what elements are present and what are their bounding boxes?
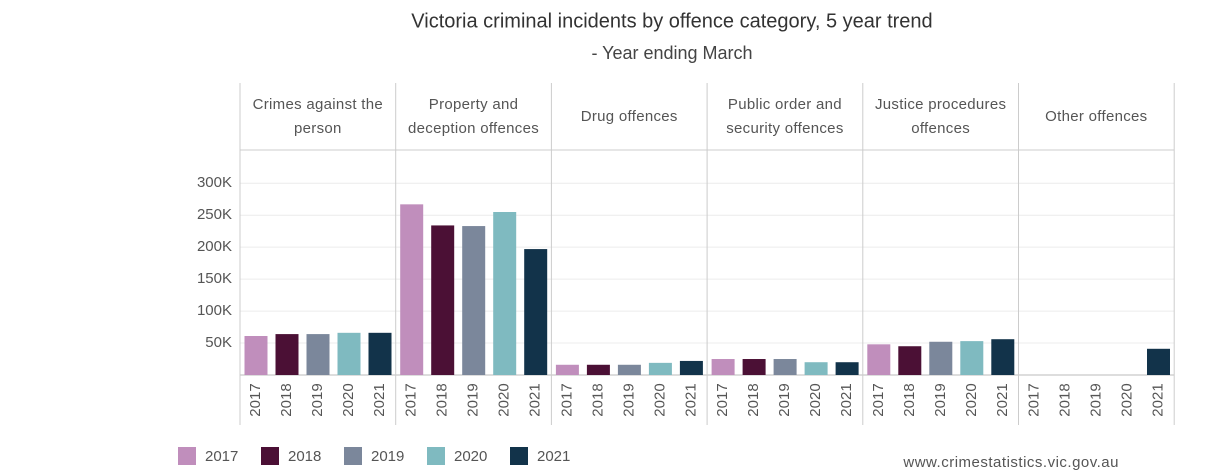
- bar: [679, 360, 703, 375]
- bar: [524, 249, 548, 375]
- panel-header: Crimes against the person: [252, 95, 384, 137]
- legend-label: 2018: [288, 448, 321, 465]
- bar: [368, 332, 392, 375]
- bar: [648, 362, 672, 375]
- source: www.crimestatistics.vic.gov.au: [902, 454, 1119, 471]
- x-tick-label: 2020: [340, 383, 357, 416]
- legend-label: 2020: [454, 448, 487, 465]
- bar: [493, 212, 517, 375]
- y-tick-label: 250K: [197, 206, 232, 223]
- bar: [555, 364, 579, 375]
- legend-swatch: [427, 447, 445, 465]
- x-tick-label: 2018: [901, 383, 918, 416]
- x-tick-label: 2018: [278, 383, 295, 416]
- x-tick-label: 2021: [682, 383, 699, 416]
- x-tick-label: 2020: [1118, 383, 1135, 416]
- x-tick-label: 2019: [309, 383, 326, 416]
- bar: [898, 346, 922, 375]
- bar: [400, 204, 424, 375]
- x-tick-label: 2017: [403, 383, 420, 416]
- x-tick-label: 2021: [994, 383, 1011, 416]
- x-tick-label: 2021: [371, 383, 388, 416]
- legend-swatch: [178, 447, 196, 465]
- x-tick-label: 2019: [465, 383, 482, 416]
- bar: [586, 364, 610, 375]
- x-tick-label: 2020: [963, 383, 980, 416]
- y-tick-label: 50K: [205, 334, 232, 351]
- panel-header: Justice procedures offences: [874, 95, 1007, 137]
- x-tick-label: 2019: [932, 383, 949, 416]
- bar: [867, 344, 891, 375]
- bar: [431, 225, 455, 375]
- y-tick-label: 100K: [197, 302, 232, 319]
- x-tick-label: 2018: [745, 383, 762, 416]
- x-tick-label: 2020: [496, 383, 513, 416]
- panel-header: Public order and security offences: [726, 95, 844, 137]
- x-tick-label: 2021: [838, 383, 855, 416]
- x-tick-label: 2021: [1149, 383, 1166, 416]
- x-tick-label: 2021: [527, 383, 544, 416]
- x-tick-label: 2019: [776, 383, 793, 416]
- bar: [275, 334, 299, 375]
- legend-swatch: [510, 447, 528, 465]
- x-tick-label: 2017: [558, 383, 575, 416]
- bar: [1147, 348, 1170, 375]
- x-tick-label: 2018: [434, 383, 451, 416]
- legend-label: 2021: [537, 448, 570, 465]
- legend-swatch: [344, 447, 362, 465]
- legend-label: 2017: [205, 448, 238, 465]
- bar: [711, 359, 735, 375]
- legend-swatch: [261, 447, 279, 465]
- x-tick-label: 2017: [870, 383, 887, 416]
- bar: [617, 364, 641, 375]
- bar: [306, 334, 330, 375]
- x-tick-label: 2017: [247, 383, 264, 416]
- bar: [742, 359, 766, 375]
- panel-header: Other offences: [1045, 107, 1148, 125]
- y-tick-label: 300K: [197, 174, 232, 191]
- x-tick-label: 2018: [589, 383, 606, 416]
- bar: [773, 359, 797, 375]
- legend-label: 2019: [371, 448, 404, 465]
- panel-header: Property and deception offences: [408, 95, 540, 137]
- y-tick-label: 150K: [197, 270, 232, 287]
- x-tick-label: 2017: [1025, 383, 1042, 416]
- bar: [804, 362, 828, 375]
- bar: [244, 336, 268, 375]
- x-tick-label: 2018: [1056, 383, 1073, 416]
- x-tick-label: 2019: [1087, 383, 1104, 416]
- bar: [835, 362, 859, 375]
- x-tick-label: 2020: [807, 383, 824, 416]
- y-tick-label: 200K: [197, 238, 232, 255]
- panel-header: Drug offences: [580, 107, 678, 125]
- chart-title: Victoria criminal incidents by offence c…: [411, 10, 932, 32]
- x-tick-label: 2020: [651, 383, 668, 416]
- bar: [929, 341, 953, 375]
- bar: [991, 339, 1015, 375]
- chart-subtitle: - Year ending March: [591, 43, 752, 63]
- bar: [960, 341, 984, 375]
- x-tick-label: 2019: [620, 383, 637, 416]
- x-tick-label: 2017: [714, 383, 731, 416]
- bar: [462, 226, 486, 375]
- bar: [337, 332, 361, 375]
